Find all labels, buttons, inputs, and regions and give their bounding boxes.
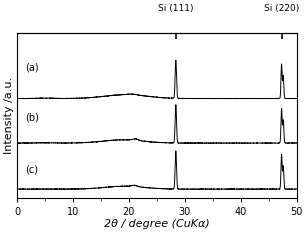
- Text: Si (220): Si (220): [264, 4, 299, 13]
- Text: Si (111): Si (111): [158, 4, 194, 13]
- Y-axis label: Intensity /a.u.: Intensity /a.u.: [4, 77, 14, 154]
- Text: (a): (a): [25, 63, 39, 73]
- X-axis label: 2θ / degree (CuKα): 2θ / degree (CuKα): [104, 219, 210, 229]
- Text: (c): (c): [25, 164, 38, 174]
- Text: (b): (b): [25, 112, 39, 122]
